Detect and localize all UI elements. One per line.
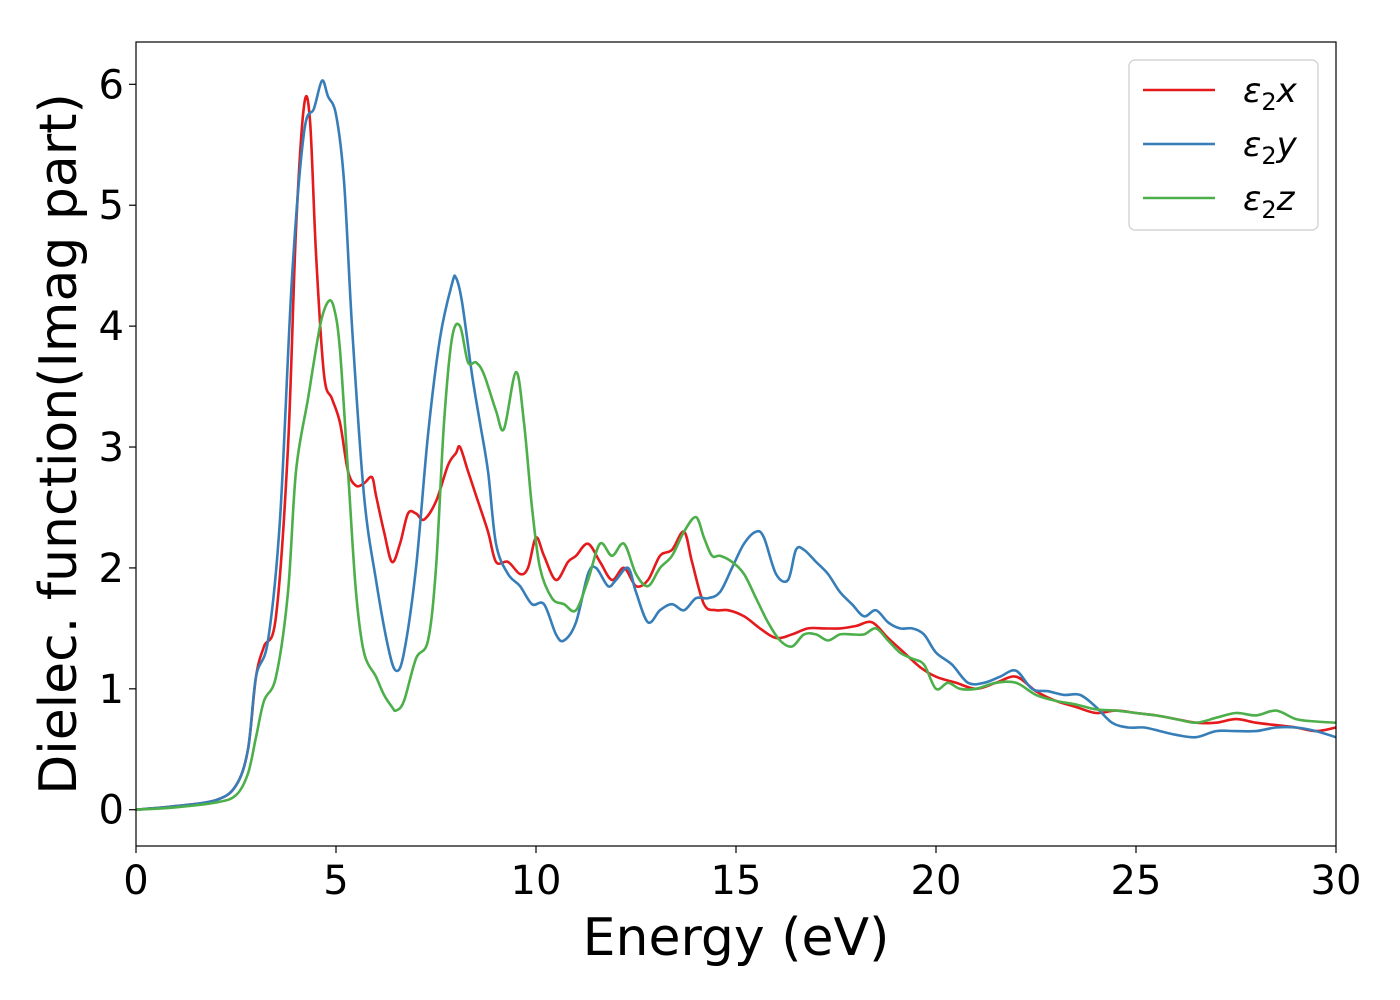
series-line-z (135, 299, 1337, 811)
legend: ε2x ε2y ε2z (1128, 59, 1319, 231)
x-axis: 0 5 10 15 20 25 30 (123, 846, 1361, 904)
x-tick-label: 20 (911, 858, 962, 904)
y-axis: 0 1 2 3 4 5 6 (99, 62, 136, 834)
y-tick-label: 0 (99, 788, 124, 834)
series-lines (135, 79, 1337, 811)
x-tick-label: 25 (1111, 858, 1162, 904)
x-axis-label: Energy (eV) (583, 908, 890, 968)
x-tick-label: 10 (511, 858, 562, 904)
y-tick-label: 5 (99, 183, 124, 229)
legend-label-x: ε2x (1243, 71, 1298, 116)
x-tick-label: 15 (711, 858, 762, 904)
legend-label-y: ε2y (1243, 125, 1298, 170)
y-axis-label: Dielec. function(Imag part) (29, 93, 89, 795)
x-tick-label: 5 (323, 858, 348, 904)
x-tick-label: 30 (1311, 858, 1362, 904)
x-tick-label: 0 (123, 858, 148, 904)
y-tick-label: 4 (99, 304, 124, 350)
y-tick-label: 1 (99, 667, 124, 713)
series-line-y (135, 79, 1337, 811)
y-tick-label: 2 (99, 546, 124, 592)
legend-label-z: ε2z (1243, 179, 1296, 224)
legend-box (1128, 59, 1319, 231)
y-tick-label: 6 (99, 62, 124, 108)
y-tick-label: 3 (99, 425, 124, 471)
